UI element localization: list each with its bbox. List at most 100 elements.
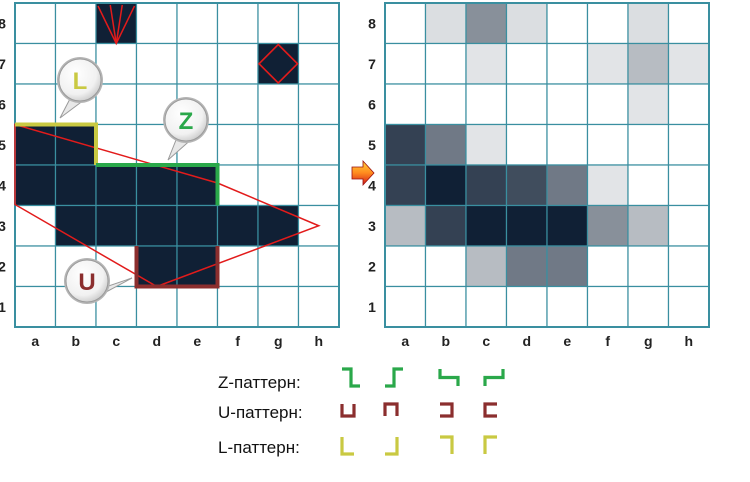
callout-z-letter: Z: [179, 108, 194, 135]
legend-label-z: Z-паттерн:: [218, 373, 301, 392]
cell-b6: [424, 83, 467, 126]
cell-e5: [546, 123, 589, 166]
line-c8-a: [109, 4, 117, 44]
cell-b8: [54, 2, 97, 45]
cell-f5: [216, 123, 259, 166]
cell-a5: [384, 123, 427, 166]
z-glyph-4: [483, 369, 505, 386]
arrow-right-icon: [351, 159, 375, 187]
file-label-g: g: [644, 333, 653, 349]
callout-l: L: [57, 57, 103, 119]
rank-label-7: 7: [0, 56, 6, 72]
u-glyph-1: [340, 404, 356, 418]
cell-b5: [424, 123, 467, 166]
cell-c3: [95, 204, 138, 247]
cell-c6: [465, 83, 508, 126]
cell-b5: [54, 123, 97, 166]
cell-e1: [546, 285, 589, 328]
cell-h7: [297, 42, 340, 85]
rank-label-7: 7: [368, 56, 376, 72]
rank-label-5: 5: [368, 137, 376, 153]
cell-d3: [135, 204, 178, 247]
cell-a8: [384, 2, 427, 45]
l-glyph-3: [440, 435, 454, 454]
cell-d6: [505, 83, 548, 126]
cell-h6: [667, 83, 710, 126]
cell-f6: [216, 83, 259, 126]
cell-f2: [586, 245, 629, 288]
cell-e1: [176, 285, 219, 328]
legend-shapes: [340, 367, 505, 456]
cell-g5: [627, 123, 670, 166]
cell-g4: [627, 164, 670, 207]
cell-c6: [95, 83, 138, 126]
cell-h1: [667, 285, 710, 328]
cell-e8: [546, 2, 589, 45]
rank-label-4: 4: [0, 177, 6, 193]
file-label-b: b: [71, 333, 80, 349]
cell-f6: [586, 83, 629, 126]
cell-e4: [176, 164, 219, 207]
callout-u: U: [64, 258, 133, 304]
cell-a7: [384, 42, 427, 85]
cell-f7: [216, 42, 259, 85]
u-glyph-4: [483, 402, 497, 418]
file-label-g: g: [274, 333, 283, 349]
cell-a2: [14, 245, 57, 288]
line-c8-b: [115, 4, 123, 44]
cell-f7: [586, 42, 629, 85]
cell-e4: [546, 164, 589, 207]
cell-d7: [505, 42, 548, 85]
red-polygon: [14, 123, 321, 288]
rank-label-3: 3: [368, 218, 376, 234]
cell-e3: [176, 204, 219, 247]
cell-g1: [627, 285, 670, 328]
rank-label-4: 4: [368, 177, 376, 193]
cell-d1: [505, 285, 548, 328]
file-label-h: h: [314, 333, 323, 349]
rank-label-3: 3: [0, 218, 6, 234]
rank-label-1: 1: [368, 299, 376, 315]
cell-h5: [297, 123, 340, 166]
cell-a6: [14, 83, 57, 126]
legend-label-u: U-паттерн:: [218, 403, 303, 422]
right-board: 8 7 6 5 4 3 2 1 a b c d e f g h: [368, 2, 710, 349]
cell-d8: [135, 2, 178, 45]
cell-e2: [546, 245, 589, 288]
cell-b4: [54, 164, 97, 207]
cell-g3: [257, 204, 300, 247]
l-glyph-4: [483, 435, 497, 454]
cell-h4: [667, 164, 710, 207]
l-glyph-1: [340, 437, 354, 456]
cell-f1: [586, 285, 629, 328]
cell-a6: [384, 83, 427, 126]
cell-b8: [424, 2, 467, 45]
cell-d3: [505, 204, 548, 247]
rank-label-2: 2: [0, 258, 6, 274]
u-glyph-2: [383, 402, 399, 416]
legend-label-l: L-паттерн:: [218, 438, 300, 457]
cell-f1: [216, 285, 259, 328]
cell-c3: [465, 204, 508, 247]
cell-d4: [505, 164, 548, 207]
cell-a4: [14, 164, 57, 207]
cell-c5: [465, 123, 508, 166]
cell-e7: [546, 42, 589, 85]
cell-g3: [627, 204, 670, 247]
cell-g8: [257, 2, 300, 45]
callout-u-letter: U: [78, 269, 95, 296]
z-glyph-3: [438, 369, 460, 386]
cell-b2: [424, 245, 467, 288]
cell-e3: [546, 204, 589, 247]
cell-g5: [257, 123, 300, 166]
cell-d4: [135, 164, 178, 207]
file-label-f: f: [605, 333, 610, 349]
cell-a4: [384, 164, 427, 207]
file-label-c: c: [112, 333, 120, 349]
rank-label-5: 5: [0, 137, 6, 153]
file-label-h: h: [684, 333, 693, 349]
cell-f3: [216, 204, 259, 247]
cell-b1: [424, 285, 467, 328]
cell-g6: [627, 83, 670, 126]
